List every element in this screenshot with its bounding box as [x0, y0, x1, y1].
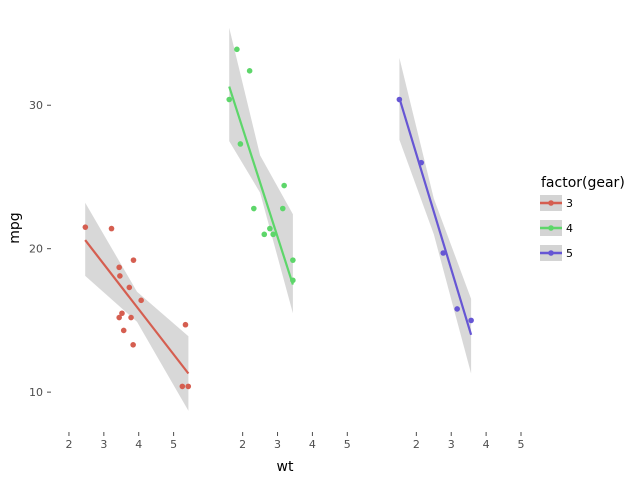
x-tick-label: 3 — [100, 438, 107, 451]
x-tick-label: 5 — [170, 438, 177, 451]
legend-label: 5 — [566, 247, 573, 260]
legend: factor(gear) 3 4 5 — [540, 175, 625, 261]
confidence-band — [229, 27, 293, 314]
x-tick-label: 4 — [135, 438, 142, 451]
y-axis-title: mpg — [7, 212, 23, 243]
data-point — [108, 225, 115, 232]
data-point — [251, 205, 257, 212]
data-point — [119, 310, 125, 317]
facet-panels: 2 3 4 5 2 3 4 5 2 3 4 5 — [65, 27, 525, 451]
data-point — [138, 297, 144, 304]
data-point — [82, 224, 89, 230]
legend-key-point — [548, 250, 554, 256]
x-tick-label: 5 — [344, 438, 351, 451]
data-point — [261, 231, 268, 238]
data-point — [126, 284, 133, 291]
data-point — [234, 46, 240, 53]
legend-title: factor(gear) — [541, 175, 625, 191]
x-tick-label: 2 — [413, 438, 420, 451]
x-tick-label: 5 — [518, 438, 525, 451]
data-point — [130, 257, 137, 263]
data-point — [182, 321, 189, 328]
x-tick-label: 2 — [239, 438, 246, 451]
facet-panel-3: 2 3 4 5 — [65, 202, 192, 451]
data-point — [237, 141, 244, 147]
facet-panel-5: 2 3 4 5 — [396, 57, 525, 451]
x-axis-title: wt — [277, 459, 294, 475]
data-point — [270, 231, 276, 238]
data-point — [116, 264, 122, 271]
fit-line — [228, 86, 294, 285]
data-point — [440, 250, 447, 256]
data-point — [468, 317, 474, 324]
legend-entry-4: 4 — [540, 220, 573, 236]
legend-entry-5: 5 — [540, 245, 573, 261]
data-point — [281, 182, 287, 189]
facet-panel-4: 2 3 4 5 — [226, 27, 351, 451]
legend-label: 4 — [566, 222, 573, 235]
legend-key-point — [548, 225, 554, 231]
x-tick-label: 3 — [274, 438, 281, 451]
data-point — [226, 96, 233, 103]
x-tick-label: 4 — [309, 438, 316, 451]
x-tick-label: 4 — [483, 438, 490, 451]
fit-line — [84, 239, 190, 375]
data-point — [130, 342, 136, 348]
data-point — [454, 306, 460, 312]
data-point — [116, 314, 122, 321]
data-point — [128, 314, 134, 321]
data-point — [279, 205, 286, 212]
data-point — [185, 383, 192, 390]
data-point — [120, 327, 127, 334]
data-point — [179, 383, 186, 390]
data-point — [246, 68, 253, 74]
y-tick-label: 20 — [29, 243, 43, 256]
legend-label: 3 — [566, 197, 573, 210]
legend-key-point — [548, 200, 554, 206]
data-point — [267, 225, 273, 232]
data-point — [117, 273, 123, 279]
legend-entry-3: 3 — [540, 195, 573, 211]
data-point — [290, 257, 296, 263]
y-tick-label: 30 — [29, 99, 43, 112]
y-tick-label: 10 — [29, 386, 43, 399]
x-tick-label: 2 — [65, 438, 72, 451]
fit-line — [398, 97, 473, 336]
y-axis: 10 20 30 — [29, 99, 51, 399]
x-tick-label: 3 — [448, 438, 455, 451]
